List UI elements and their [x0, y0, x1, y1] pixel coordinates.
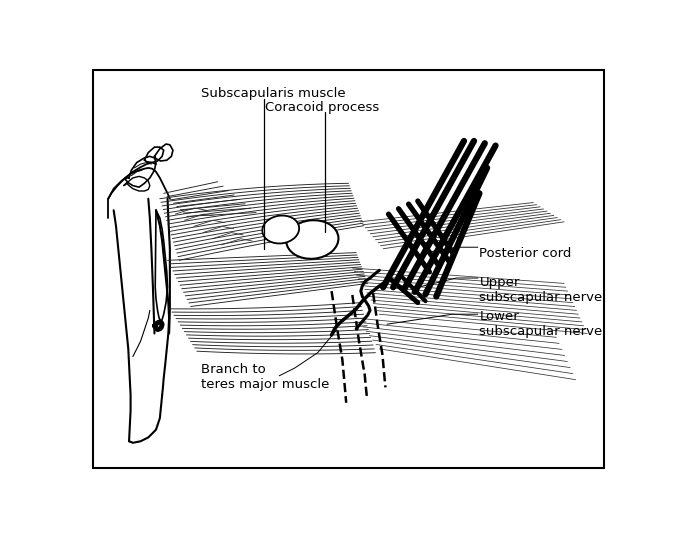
Text: Upper
subscapular nerve: Upper subscapular nerve — [479, 276, 602, 304]
Text: Posterior cord: Posterior cord — [479, 247, 572, 260]
Text: Branch to
teres major muscle: Branch to teres major muscle — [201, 363, 329, 391]
Text: Lower
subscapular nerve: Lower subscapular nerve — [479, 310, 602, 338]
Ellipse shape — [262, 215, 299, 244]
Text: Coracoid process: Coracoid process — [265, 101, 379, 114]
Ellipse shape — [286, 220, 339, 259]
Text: Subscapularis muscle: Subscapularis muscle — [201, 87, 345, 100]
